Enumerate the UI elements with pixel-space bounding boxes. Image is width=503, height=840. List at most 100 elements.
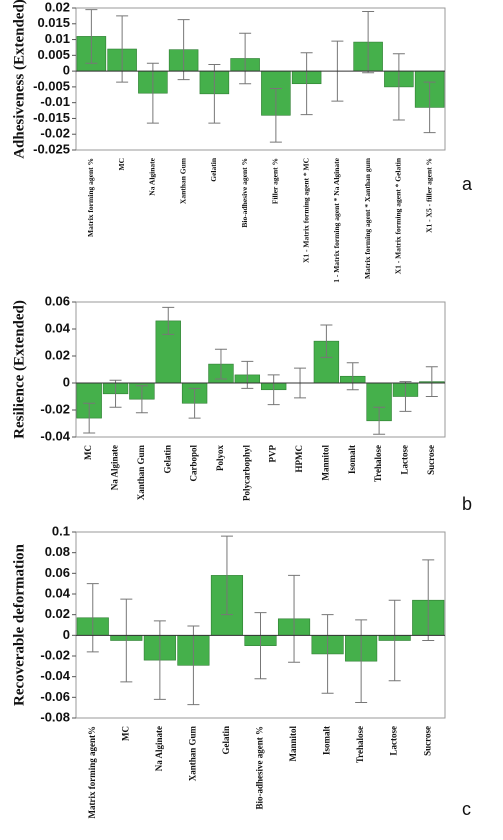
x-tick-label: 1 - Matrix forming agent * Na Alginate (332, 157, 341, 282)
panel-label: b (462, 494, 472, 514)
y-tick-label: -0.02 (40, 126, 70, 141)
error-bar (109, 379, 122, 408)
x-tick-label: X1 - X5 - filler agent % (424, 158, 433, 233)
y-tick-label: 0.01 (45, 31, 70, 46)
x-tick-label: Sucrose (426, 445, 436, 475)
y-tick-label: 0.06 (45, 565, 70, 580)
error-bar (269, 87, 282, 143)
x-tick-label: MC (117, 158, 126, 171)
error-bar (239, 32, 252, 85)
error-bar (254, 612, 267, 680)
x-tick-label: Na Alginate (110, 445, 120, 490)
x-tick-label: MC (120, 726, 130, 741)
error-bar (162, 306, 175, 335)
y-tick-label: 0 (63, 374, 70, 389)
x-tick-label: HPMC (294, 445, 304, 473)
error-bar (362, 10, 375, 74)
error-bar (241, 360, 254, 389)
x-tick-label: Polyox (215, 445, 225, 471)
error-bar (214, 348, 227, 380)
y-tick-label: -0.025 (33, 141, 70, 156)
y-axis-title: Resilience (Extended) (11, 300, 27, 439)
error-bar (83, 402, 96, 434)
y-tick-label: 0.02 (45, 606, 70, 621)
x-tick-label: Isomalt (347, 445, 357, 474)
y-tick-label: -0.06 (40, 689, 70, 704)
error-bar (346, 362, 359, 391)
error-bar (208, 63, 221, 124)
x-tick-label: Na Alginate (148, 157, 157, 195)
error-bar (135, 385, 148, 414)
error-bar (146, 62, 159, 124)
y-tick-label: 0.04 (45, 320, 71, 335)
y-axis-title: Adhesiveness (Extended) (11, 0, 27, 159)
y-tick-label: -0.01 (40, 94, 70, 109)
x-tick-label: Bio-adhesive agent % (240, 158, 249, 228)
y-axis-title: Recoverable deformation (11, 543, 27, 706)
panel-label: c (462, 799, 471, 819)
y-tick-label: 0 (63, 627, 70, 642)
error-bar (425, 366, 438, 397)
y-tick-label: -0.04 (40, 668, 70, 683)
error-bar (220, 535, 233, 616)
x-tick-label: Gelatin (221, 726, 231, 755)
x-tick-label: Lactose (389, 726, 399, 756)
x-tick-label: Gelatin (209, 157, 218, 182)
x-tick-label: Xanthan Gum (178, 157, 187, 204)
error-bar (399, 381, 412, 412)
x-tick-label: MC (83, 445, 93, 460)
x-tick-label: Sucrose (422, 726, 432, 756)
y-tick-label: -0.04 (40, 428, 70, 443)
error-bar (188, 387, 201, 419)
error-bar (187, 625, 200, 706)
x-tick-label: Mannitol (320, 445, 330, 481)
error-bar (288, 574, 301, 663)
panel-label: a (462, 174, 473, 194)
bar (366, 382, 392, 422)
x-tick-label: Trehalose (373, 445, 383, 482)
y-tick-label: 0.02 (45, 347, 70, 362)
y-tick-label: 0.04 (45, 585, 71, 600)
y-tick-label: 0 (63, 63, 70, 78)
y-tick-label: 0.08 (45, 544, 70, 559)
y-tick-label: 0.1 (52, 523, 70, 538)
y-tick-label: 0.015 (37, 15, 70, 30)
x-tick-label: Gelatin (162, 445, 172, 474)
error-bar (320, 324, 333, 358)
error-bar (300, 52, 313, 116)
error-bar (85, 9, 98, 64)
error-bar (321, 614, 334, 694)
x-tick-label: Filler agent % (271, 158, 280, 204)
x-tick-label: Carbopol (189, 445, 199, 482)
x-tick-label: Matrix forming agent % (86, 158, 95, 237)
error-bar (392, 53, 405, 121)
error-bar (423, 81, 436, 134)
x-tick-label: Lactose (400, 445, 410, 475)
error-bar (153, 620, 166, 700)
y-tick-label: 0.06 (45, 293, 70, 308)
error-bar (267, 374, 280, 406)
error-bar (120, 598, 133, 683)
x-tick-label: Xanthan Gum (187, 725, 197, 781)
x-tick-label: Polycarbophyl (241, 445, 251, 502)
x-tick-label: X1 - Matrix forming agent * Gelatin (394, 157, 403, 274)
x-tick-label: Xanthan Gum (136, 444, 146, 500)
x-tick-label: Matrix forming agent * Xanthan gum (363, 157, 372, 279)
x-tick-label: Isomalt (322, 726, 332, 755)
error-bar (388, 599, 401, 682)
x-tick-label: Bio-adhesive agent % (255, 726, 265, 810)
y-tick-label: -0.015 (33, 110, 70, 125)
y-tick-label: 0.02 (45, 0, 70, 14)
error-bar (422, 559, 435, 641)
y-tick-label: 0.005 (37, 47, 70, 62)
x-tick-label: Mannitol (288, 726, 298, 762)
y-tick-label: -0.02 (40, 401, 70, 416)
x-tick-label: PVP (268, 445, 278, 463)
bar (76, 382, 102, 419)
y-tick-label: -0.08 (40, 709, 70, 724)
error-bar (86, 583, 99, 653)
y-tick-label: -0.005 (33, 78, 70, 93)
x-tick-label: X1 - Matrix forming agent * MC (301, 158, 310, 263)
x-tick-label: Trehalose (355, 726, 365, 763)
